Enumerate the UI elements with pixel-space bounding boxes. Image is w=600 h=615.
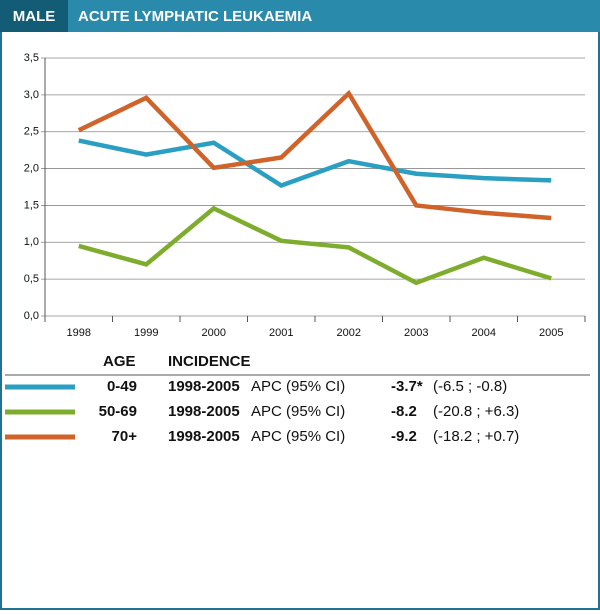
legend-age: 0-49	[107, 378, 137, 395]
x-tick-label: 2000	[202, 327, 226, 339]
legend-header: AGE	[103, 353, 136, 370]
legend-period: 1998-2005	[168, 378, 240, 395]
x-tick-label: 1999	[134, 327, 158, 339]
x-tick-label: 2002	[337, 327, 361, 339]
legend-age: 70+	[112, 428, 138, 445]
y-tick-label: 2,5	[24, 126, 39, 138]
chart-title: ACUTE LYMPHATIC LEUKAEMIA	[78, 8, 312, 25]
x-tick-label: 2001	[269, 327, 293, 339]
y-tick-label: 3,0	[24, 89, 39, 101]
legend-ci: (-6.5 ; -0.8)	[433, 378, 507, 395]
legend-apc: -3.7*	[391, 378, 423, 395]
header-bar	[0, 0, 600, 32]
header-tag: MALE	[13, 8, 56, 25]
x-tick-label: 2005	[539, 327, 563, 339]
series-line	[77, 89, 552, 221]
x-tick-label: 2004	[472, 327, 496, 339]
legend-age: 50-69	[99, 403, 137, 420]
legend-measure: APC (95% CI)	[251, 403, 345, 420]
legend-apc: -9.2	[391, 428, 417, 445]
y-tick-label: 1,5	[24, 199, 39, 211]
y-tick-label: 0,0	[24, 310, 39, 322]
legend-measure: APC (95% CI)	[251, 428, 345, 445]
legend-ci: (-18.2 ; +0.7)	[433, 428, 519, 445]
legend-measure: APC (95% CI)	[251, 378, 345, 395]
legend-apc: -8.2	[391, 403, 417, 420]
series-line	[78, 205, 552, 286]
x-tick-label: 1998	[67, 327, 91, 339]
legend-period: 1998-2005	[168, 403, 240, 420]
y-tick-label: 3,5	[24, 52, 39, 64]
y-tick-label: 0,5	[24, 273, 39, 285]
legend-header: INCIDENCE	[168, 353, 251, 370]
legend-ci: (-20.8 ; +6.3)	[433, 403, 519, 420]
series-line	[78, 138, 552, 189]
y-tick-label: 1,0	[24, 236, 39, 248]
y-tick-label: 2,0	[24, 162, 39, 174]
legend-period: 1998-2005	[168, 428, 240, 445]
header-tag-box	[0, 0, 68, 32]
x-tick-label: 2003	[404, 327, 428, 339]
